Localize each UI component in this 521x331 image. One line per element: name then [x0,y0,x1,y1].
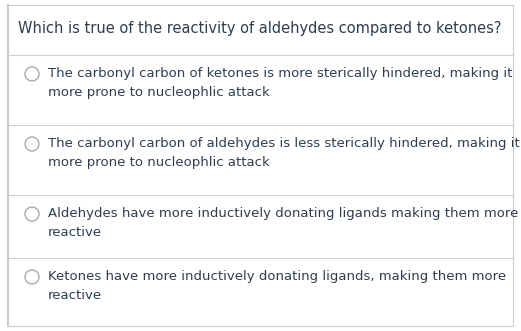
Text: The carbonyl carbon of aldehydes is less sterically hindered, making it
more pro: The carbonyl carbon of aldehydes is less… [48,137,520,169]
Text: The carbonyl carbon of ketones is more sterically hindered, making it
more prone: The carbonyl carbon of ketones is more s… [48,67,512,99]
Text: Aldehydes have more inductively donating ligands making them more
reactive: Aldehydes have more inductively donating… [48,207,518,239]
Text: Which is true of the reactivity of aldehydes compared to ketones?: Which is true of the reactivity of aldeh… [18,21,502,35]
Text: Ketones have more inductively donating ligands, making them more
reactive: Ketones have more inductively donating l… [48,270,506,302]
